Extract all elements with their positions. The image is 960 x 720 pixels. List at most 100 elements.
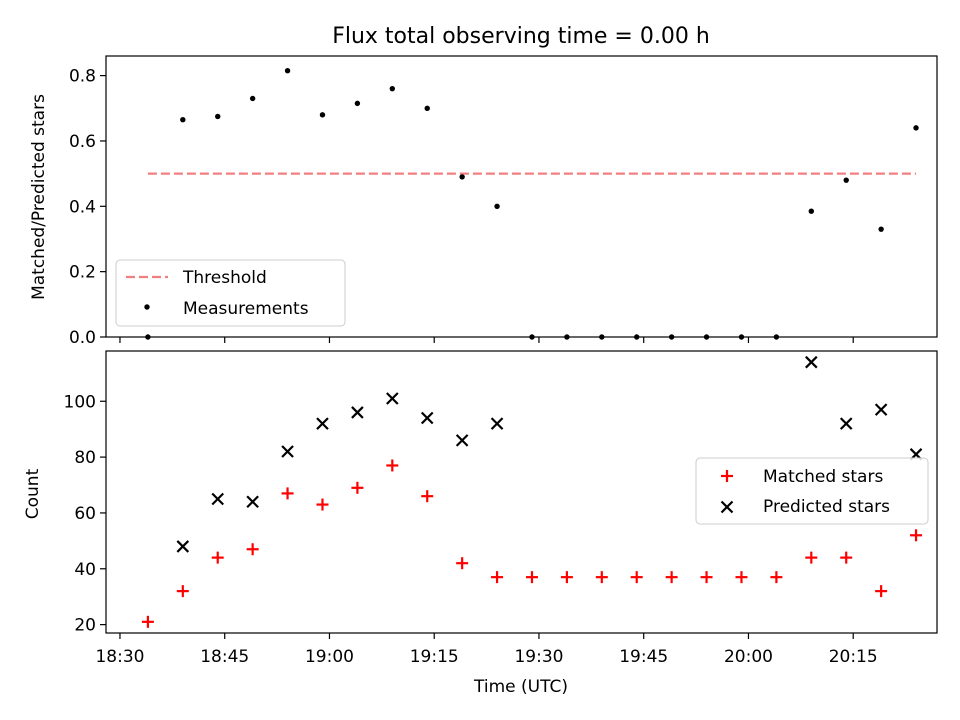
measurement-point: [284, 68, 291, 74]
bottom-y-tick-label: 20: [74, 616, 96, 636]
predicted-point: [281, 445, 294, 458]
predicted-point-b: [420, 411, 434, 425]
matched-point: [525, 571, 538, 584]
bottom-plot-frame: [105, 350, 938, 634]
top-y-tick-label: 0.4: [69, 197, 96, 217]
predicted-point: [246, 495, 259, 509]
x-tick-label: 20:15: [829, 647, 878, 667]
predicted-point-b: [490, 417, 504, 430]
matched-point: [421, 490, 434, 503]
measurement-point: [249, 95, 256, 102]
measurement-point: [389, 85, 396, 92]
bottom-legend-box: [695, 457, 929, 525]
predicted-point: [839, 417, 853, 430]
matched-point: [840, 551, 853, 564]
legend-threshold-label: Threshold: [182, 268, 267, 288]
legend-predicted-swatch: [720, 500, 734, 514]
bottom-legend: Matched stars Predicted stars: [695, 457, 929, 525]
legend-predicted-label: Predicted stars: [763, 497, 890, 517]
measurement-point: [913, 125, 919, 131]
legend-predicted-marker-b: [720, 500, 734, 514]
top-legend-box: [115, 259, 346, 327]
legend-matched-marker: [721, 470, 733, 482]
top-y-tick-label: 0.8: [69, 67, 96, 87]
predicted-point-b: [176, 540, 190, 553]
x-tick-label: 19:15: [410, 647, 459, 667]
top-y-tick-label: 0.0: [69, 328, 96, 348]
legend-measurements-swatch: [144, 304, 150, 310]
predicted-point: [176, 540, 190, 553]
matched-point: [910, 529, 923, 542]
matched-point: [491, 571, 504, 584]
x-tick-label: 19:30: [514, 647, 563, 667]
measurement-point: [319, 112, 326, 118]
bottom-y-tick-label: 60: [74, 504, 96, 524]
matched-point: [700, 571, 713, 584]
matched-point: [735, 571, 748, 584]
matched-point: [595, 571, 608, 584]
matched-point: [141, 615, 154, 628]
matched-point: [805, 551, 818, 564]
matched-point: [211, 551, 224, 564]
x-tick-label: 20:00: [724, 647, 773, 667]
top-y-axis-label: Matched/Predicted stars: [29, 94, 49, 300]
x-tick-label: 19:45: [619, 647, 668, 667]
matched-point: [246, 543, 259, 556]
measurement-point: [808, 208, 815, 214]
predicted-point-b: [839, 417, 853, 430]
predicted-point: [805, 355, 818, 369]
predicted-point: [490, 417, 504, 430]
matched-point: [176, 585, 189, 598]
predicted-point: [386, 392, 399, 405]
top-legend: Threshold Measurements: [115, 259, 346, 327]
matched-point: [316, 498, 329, 511]
predicted-point-b: [805, 355, 818, 369]
predicted-point-b: [246, 495, 259, 509]
x-tick-label: 19:00: [305, 647, 354, 667]
top-panel: 0.0 0.2 0.4 0.6 0.8: [69, 55, 938, 348]
measurement-point: [459, 174, 465, 180]
matched-point: [630, 571, 643, 584]
matched-point: [875, 585, 888, 598]
predicted-point-b: [211, 492, 225, 506]
legend-matched-swatch: [721, 470, 733, 482]
bottom-y-tick-label: 100: [64, 392, 96, 412]
x-tick-label: 18:45: [200, 647, 249, 667]
bottom-y-tick-label: 40: [74, 560, 96, 580]
top-plot-frame: [105, 55, 938, 338]
bottom-panel: 20 40 60 80 100 18:30 18:45 19:00 19:15 19:30 19:4…: [64, 350, 938, 667]
predicted-point: [455, 434, 469, 447]
measurement-point: [180, 117, 186, 123]
matched-point: [770, 571, 783, 584]
predicted-point: [874, 403, 888, 416]
matched-point: [560, 571, 573, 584]
measurement-point: [878, 226, 884, 232]
matched-point: [281, 487, 294, 500]
bottom-y-tick-label: 80: [74, 448, 96, 468]
chart-title: Flux total observing time = 0.00 h: [332, 24, 710, 49]
predicted-point-b: [281, 445, 294, 458]
predicted-point: [316, 417, 329, 430]
predicted-point: [420, 411, 434, 425]
x-axis-label: Time (UTC): [473, 677, 568, 697]
matched-point: [456, 557, 469, 570]
legend-predicted-marker: [720, 500, 734, 514]
legend-matched-label: Matched stars: [763, 467, 883, 487]
top-y-tick-label: 0.2: [69, 263, 96, 283]
predicted-point-b: [351, 406, 364, 419]
measurement-point: [424, 105, 430, 111]
measurement-point: [354, 100, 361, 107]
x-tick-label: 18:30: [95, 647, 144, 667]
legend-measurements-label: Measurements: [183, 299, 309, 319]
top-y-tick-label: 0.6: [69, 132, 96, 152]
measurement-point: [494, 203, 500, 210]
predicted-point-b: [455, 434, 469, 447]
predicted-point: [351, 406, 364, 419]
measurement-point: [215, 113, 221, 120]
matched-point: [665, 571, 678, 584]
matched-point: [386, 459, 399, 472]
predicted-point-b: [874, 403, 888, 416]
predicted-point: [211, 492, 225, 506]
